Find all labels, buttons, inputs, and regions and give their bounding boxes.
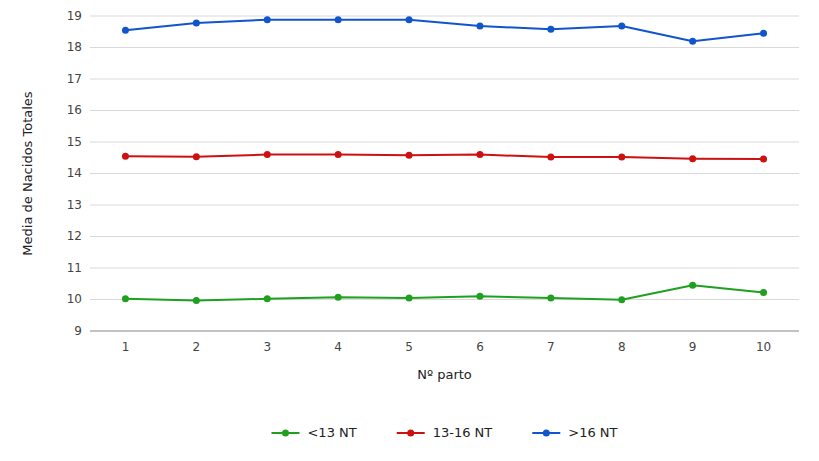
grid-line	[90, 173, 799, 174]
series-marker	[476, 151, 483, 158]
grid-line	[90, 79, 799, 80]
series-line	[125, 285, 763, 300]
x-axis-label: Nº parto	[417, 367, 472, 382]
y-tick-label: 16	[67, 103, 82, 117]
y-tick-label: 13	[67, 198, 82, 212]
series-marker	[689, 38, 696, 45]
grid-line	[90, 47, 799, 48]
x-tick-label: 6	[476, 340, 484, 354]
legend: <13 NT 13-16 NT >16 NT	[271, 425, 617, 440]
grid-line	[90, 236, 799, 237]
series-marker	[476, 293, 483, 300]
x-tick-label: 2	[193, 340, 201, 354]
legend-marker	[282, 430, 289, 437]
series-marker	[264, 295, 271, 302]
series-line	[125, 155, 763, 159]
grid-line	[90, 16, 799, 17]
x-tick-label: 7	[547, 340, 555, 354]
legend-label: 13-16 NT	[433, 425, 493, 440]
legend-label: <13 NT	[307, 425, 356, 440]
series-marker	[760, 156, 767, 163]
series-marker	[689, 155, 696, 162]
grid-line	[90, 268, 799, 269]
series-marker	[193, 153, 200, 160]
x-tick-label: 1	[122, 340, 130, 354]
series-marker	[335, 151, 342, 158]
chart: 91011121314151617181912345678910Nº parto…	[0, 0, 819, 461]
series-marker	[264, 16, 271, 23]
series-marker	[476, 23, 483, 30]
x-tick-label: 9	[689, 340, 697, 354]
x-tick-label: 10	[756, 340, 771, 354]
y-grid: 9 10 11 12 13 14 15 16 17 18 19	[67, 9, 799, 338]
legend-item: >16 NT	[532, 425, 617, 440]
x-ticks: 1 2 3 4 5 6 7 8 9 10	[122, 340, 772, 354]
legend-item: <13 NT	[271, 425, 356, 440]
x-tick-label: 4	[334, 340, 342, 354]
y-tick-label: 15	[67, 135, 82, 149]
series-marker	[122, 295, 129, 302]
series-marker	[547, 294, 554, 301]
series-marker	[406, 152, 413, 159]
series-marker	[406, 294, 413, 301]
series-marker	[618, 23, 625, 30]
series-marker	[122, 153, 129, 160]
grid-line	[90, 110, 799, 111]
x-axis-line	[90, 331, 799, 332]
series-marker	[122, 27, 129, 34]
series-marker	[760, 289, 767, 296]
x-tick-label: 3	[263, 340, 271, 354]
grid-line	[90, 142, 799, 143]
series-marker	[618, 296, 625, 303]
y-axis-label: Media de Nacidos Totales	[20, 91, 35, 255]
y-tick-label: 10	[67, 292, 82, 306]
series-marker	[406, 16, 413, 23]
x-tick-label: 5	[405, 340, 413, 354]
grid-line	[90, 331, 799, 332]
y-tick-label: 18	[67, 40, 82, 54]
series-marker	[193, 297, 200, 304]
series-marker	[335, 16, 342, 23]
x-tick-label: 8	[618, 340, 626, 354]
series-line	[125, 20, 763, 41]
legend-marker	[407, 430, 414, 437]
series-marker	[335, 294, 342, 301]
grid-line	[90, 205, 799, 206]
plot-area	[122, 16, 767, 304]
series-marker	[689, 282, 696, 289]
y-tick-label: 9	[74, 324, 82, 338]
y-tick-label: 14	[67, 166, 82, 180]
legend-marker	[543, 430, 550, 437]
legend-item: 13-16 NT	[397, 425, 493, 440]
series-marker	[618, 154, 625, 161]
legend-label: >16 NT	[568, 425, 617, 440]
series-marker	[193, 19, 200, 26]
y-tick-label: 19	[67, 9, 82, 23]
series-marker	[760, 30, 767, 37]
series-marker	[547, 154, 554, 161]
y-tick-label: 12	[67, 229, 82, 243]
y-tick-label: 17	[67, 72, 82, 86]
series-marker	[264, 151, 271, 158]
series-marker	[547, 26, 554, 33]
y-tick-label: 11	[67, 261, 82, 275]
